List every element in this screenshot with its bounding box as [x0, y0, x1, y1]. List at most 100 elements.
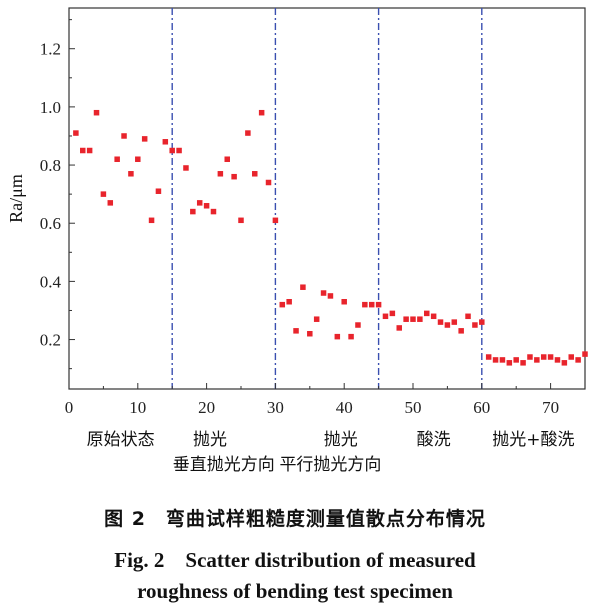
data-point — [224, 156, 230, 162]
plot-frame — [68, 7, 586, 390]
data-point — [141, 136, 148, 142]
data-point — [520, 360, 526, 366]
region-label: 抛光+酸洗 — [492, 430, 574, 450]
data-point — [362, 301, 368, 308]
data-point — [375, 301, 382, 308]
data-point — [458, 328, 464, 334]
data-point — [114, 156, 120, 162]
data-point — [451, 319, 458, 325]
data-point — [245, 130, 251, 136]
data-point — [568, 354, 574, 360]
data-point — [368, 301, 375, 308]
data-point — [396, 325, 402, 331]
data-point — [492, 357, 499, 363]
data-point — [430, 313, 437, 320]
data-point — [93, 109, 100, 116]
region-label: 垂直抛光方向 — [173, 455, 275, 475]
region-label: 平行抛光方向 — [279, 455, 381, 475]
data-point — [73, 130, 79, 136]
region-label: 原始状态 — [87, 430, 155, 450]
data-point — [479, 319, 485, 325]
figure-caption-chinese: 图 2 弯曲试样粗糙度测量值散点分布情况 — [104, 508, 486, 530]
data-point — [252, 171, 258, 177]
data-point — [210, 208, 217, 215]
data-point — [575, 357, 581, 363]
x-tick-label: 60 — [473, 398, 490, 417]
data-point — [162, 139, 169, 145]
data-point — [128, 171, 134, 177]
data-point — [169, 147, 175, 154]
data-point — [196, 200, 203, 206]
data-point — [547, 354, 554, 360]
y-tick-label: 0.4 — [40, 272, 62, 291]
region-dividers — [171, 8, 483, 389]
data-point — [80, 147, 86, 154]
data-point — [444, 322, 451, 328]
data-point — [258, 109, 265, 116]
data-point — [231, 173, 237, 180]
y-tick-label: 0.8 — [40, 156, 61, 175]
x-tick-label: 30 — [267, 398, 284, 417]
data-point — [320, 290, 327, 296]
data-point — [417, 316, 423, 322]
data-point — [506, 360, 513, 366]
data-point — [540, 354, 547, 360]
data-point — [238, 217, 244, 224]
data-point — [561, 360, 568, 366]
data-point — [382, 313, 389, 320]
data-point — [183, 165, 189, 171]
data-point — [513, 357, 519, 363]
data-points — [73, 109, 588, 366]
data-point — [534, 357, 540, 363]
data-point — [389, 310, 396, 317]
figure-caption-english-line2: roughness of bending test specimen — [137, 579, 453, 603]
figure-caption-english-line1: Fig. 2 Scatter distribution of measured — [114, 548, 476, 572]
data-point — [472, 322, 478, 328]
y-tick-label: 0.6 — [40, 214, 61, 233]
region-label: 抛光 — [324, 430, 358, 450]
data-point — [582, 351, 588, 357]
x-tick-label: 10 — [129, 398, 146, 417]
data-point — [465, 313, 471, 320]
data-point — [100, 191, 107, 197]
data-point — [217, 171, 224, 177]
data-point — [155, 188, 162, 194]
data-point — [121, 133, 127, 139]
x-tick-label: 40 — [336, 398, 353, 417]
data-point — [355, 322, 361, 328]
data-point — [307, 330, 313, 337]
y-axis-label: Ra/μm — [6, 174, 26, 223]
x-tick-label: 20 — [198, 398, 215, 417]
data-point — [341, 298, 347, 305]
x-tick-label: 0 — [65, 398, 74, 417]
data-point — [148, 217, 155, 224]
data-point — [527, 354, 533, 360]
data-point — [403, 316, 409, 322]
data-point — [485, 354, 492, 360]
y-tick-label: 1.2 — [40, 40, 61, 59]
data-point — [327, 293, 334, 299]
y-axis: 0.2 0.4 0.6 0.8 1.0 1.2 — [40, 19, 75, 370]
data-point — [190, 208, 196, 215]
data-point — [135, 156, 141, 162]
data-point — [203, 203, 210, 209]
data-point — [554, 357, 561, 363]
data-point — [437, 319, 444, 325]
data-point — [286, 298, 292, 305]
data-point — [300, 284, 306, 290]
data-point — [279, 301, 286, 308]
data-point — [424, 310, 430, 317]
data-point — [313, 316, 320, 322]
region-label: 酸洗 — [417, 430, 451, 450]
data-point — [86, 147, 93, 154]
y-tick-label: 0.2 — [40, 331, 61, 350]
data-point — [410, 316, 416, 322]
scatter-chart: 0 10 20 30 40 50 60 70 0.2 0.4 0.6 0.8 1.0 1.2 Ra/μm… — [6, 7, 588, 475]
data-point — [348, 333, 354, 340]
data-point — [272, 217, 279, 224]
data-point — [499, 357, 506, 363]
x-axis: 0 10 20 30 40 50 60 70 — [65, 383, 559, 417]
data-point — [334, 333, 341, 340]
x-tick-label: 70 — [542, 398, 559, 417]
